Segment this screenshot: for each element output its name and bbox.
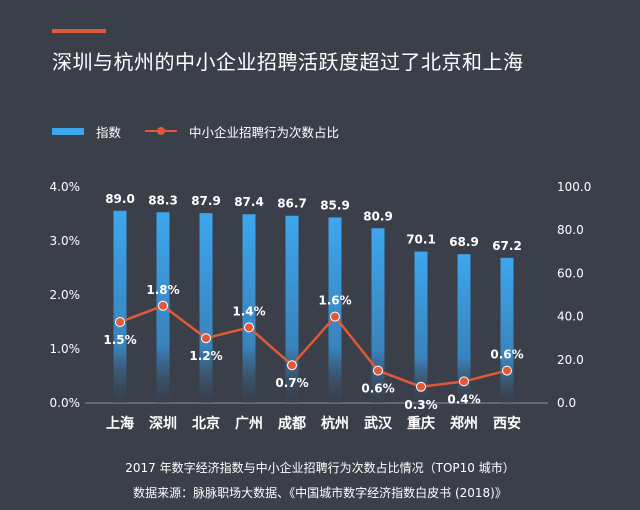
x-tick-label: 武汉 [364,415,393,432]
y-left-tick-label: 3.0% [50,234,81,248]
line-value-label: 1.6% [318,294,351,308]
bar [371,228,385,403]
chart-source: 数据来源：脉脉职场大数据、《中国城市数字经济指数白皮书 (2018)》 [133,486,507,500]
x-tick-label: 深圳 [149,415,177,432]
line-value-label: 0.7% [275,376,308,390]
bar [414,251,428,403]
bar-value-label: 68.9 [449,235,479,249]
line-value-label: 0.6% [490,348,523,362]
x-tick-label: 北京 [192,415,220,432]
line-series [119,304,508,389]
line-value-label: 1.8% [146,283,179,297]
y-right-tick-label: 20.0 [557,353,584,367]
x-tick-label: 西安 [493,415,521,432]
bar-value-label: 86.7 [277,197,307,211]
legend: 指数 中小企业招聘行为次数占比 [52,122,339,140]
bar-value-label: 80.9 [363,209,393,223]
bar [328,217,342,403]
x-tick-label: 广州 [235,415,263,432]
y-left-tick-label: 4.0% [50,180,81,194]
bar [199,213,213,403]
x-tick-label: 重庆 [407,415,435,432]
line-point [330,311,340,322]
y-right-tick-label: 100.0 [557,180,591,194]
line-value-label: 0.6% [361,382,394,396]
line-value-label: 1.2% [189,349,222,363]
line-point [416,381,426,392]
line-point [459,376,469,387]
legend-line-swatch [145,127,178,135]
y-right-tick-label: 40.0 [557,310,584,324]
x-tick-label: 上海 [106,415,134,432]
x-tick-label: 郑州 [450,415,478,432]
y-left-tick-label: 2.0% [50,288,81,302]
y-left-tick-label: 1.0% [50,342,81,356]
bar-value-label: 67.2 [492,239,522,253]
bar [500,257,514,403]
y-right-tick-label: 60.0 [557,266,584,280]
legend-line-label: 中小企业招聘行为次数占比 [189,124,340,140]
chart-caption: 2017 年数字经济指数与中小企业招聘行为次数占比情况（TOP10 城市） [125,461,515,475]
bar [285,215,299,403]
line-point [115,317,125,327]
title-accent-bar [52,29,106,33]
line-value-label: 0.3% [404,398,437,412]
line-point [158,300,168,311]
line-value-label: 1.5% [103,333,136,347]
y-right-tick-label: 80.0 [557,223,584,237]
bar [457,254,471,403]
bar-value-label: 85.9 [320,198,350,212]
line-point [244,322,254,333]
line-point [287,360,297,371]
y-left-tick-label: 0.0% [50,396,81,410]
bar [113,210,127,403]
line-value-label: 1.4% [232,304,265,318]
line-point [502,365,512,376]
line-value-label: 0.4% [447,392,480,406]
chart-title: 深圳与杭州的中小企业招聘活跃度超过了北京和上海 [52,50,524,74]
legend-bar-label: 指数 [96,124,122,140]
line-point [201,333,211,344]
bar-value-label: 87.9 [191,194,221,208]
bar-value-label: 89.0 [105,192,135,206]
y-right-tick-label: 0.0 [557,396,576,410]
x-tick-label: 成都 [278,415,306,432]
bar-value-label: 87.4 [234,195,264,209]
bar [242,214,256,403]
line-point [373,365,383,376]
legend-bar-swatch [52,127,84,135]
x-tick-label: 杭州 [321,415,349,432]
bar-value-label: 70.1 [406,233,436,247]
bar-value-label: 88.3 [148,193,178,207]
